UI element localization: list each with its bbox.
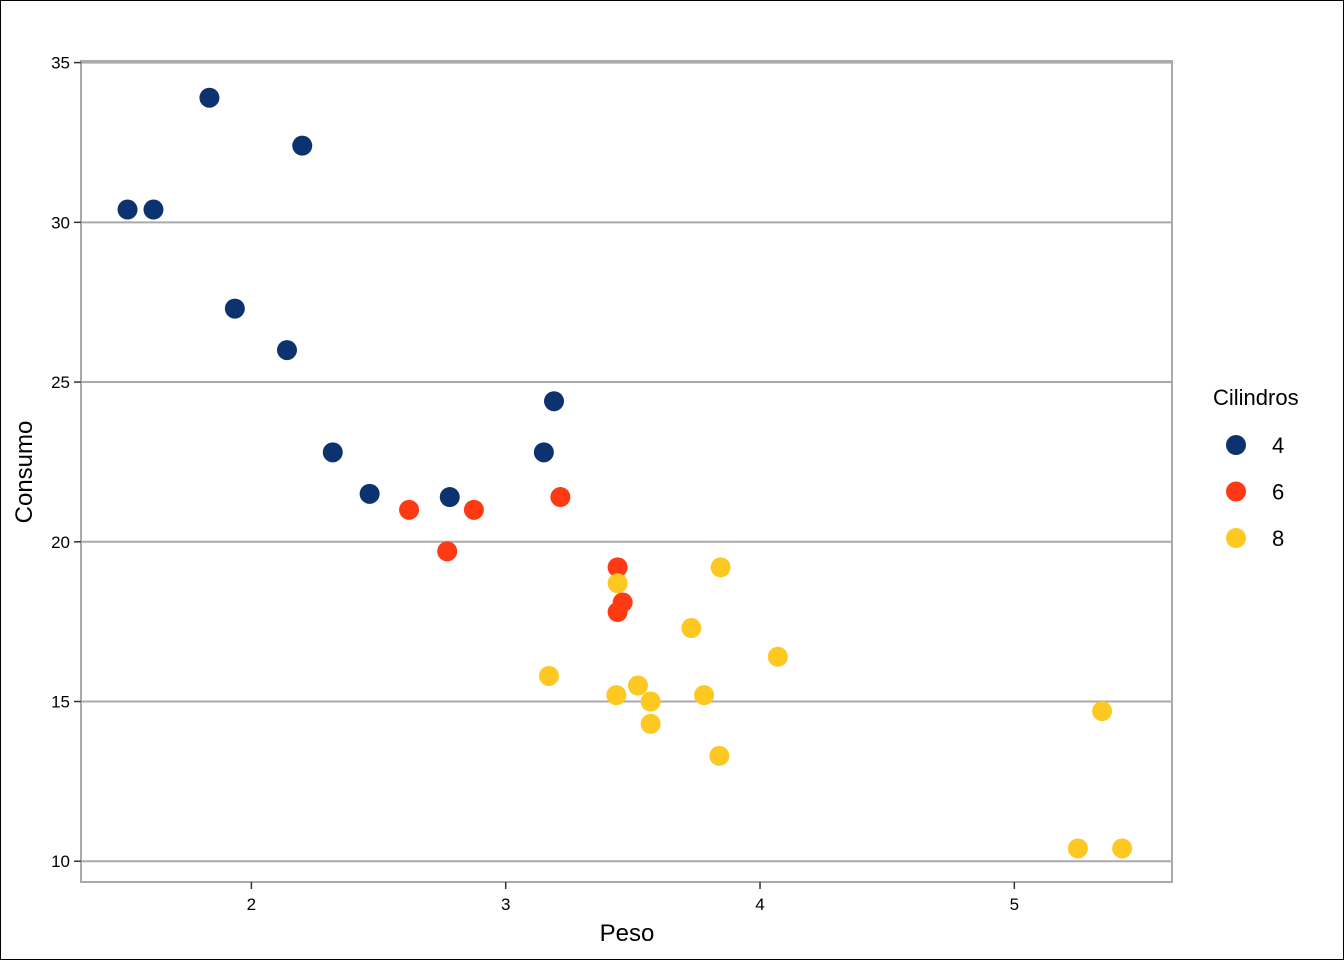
grid-lines — [81, 61, 1172, 863]
point-cyl-8 — [1112, 838, 1133, 859]
point-cyl-4 — [117, 199, 138, 220]
point-cyl-4 — [199, 87, 220, 108]
legend-marker-4 — [1226, 435, 1246, 455]
point-cyl-6 — [607, 557, 628, 578]
point-cyl-8 — [627, 675, 648, 696]
y-tick-label: 35 — [51, 54, 70, 73]
point-cyl-8 — [1092, 701, 1113, 722]
point-cyl-8 — [710, 557, 731, 578]
y-tick-label: 15 — [51, 693, 70, 712]
legend-marker-8 — [1226, 528, 1246, 548]
x-tick-label: 2 — [247, 895, 256, 914]
y-tick-label: 20 — [51, 533, 70, 552]
point-cyl-8 — [640, 713, 661, 734]
point-cyl-8 — [767, 646, 788, 667]
legend-marker-6 — [1226, 481, 1246, 502]
point-cyl-4 — [292, 135, 313, 156]
x-axis-label: Peso — [600, 920, 655, 947]
plot-panel-border — [80, 60, 1173, 883]
point-cyl-8 — [681, 618, 702, 639]
point-cyl-6 — [399, 499, 420, 520]
point-cyl-4 — [544, 391, 565, 412]
point-cyl-4 — [533, 442, 554, 463]
point-cyl-8 — [694, 685, 715, 706]
point-cyl-4 — [322, 442, 343, 463]
point-cyl-8 — [1067, 838, 1088, 859]
x-tick-label: 5 — [1010, 895, 1019, 914]
point-cyl-6 — [612, 592, 633, 613]
point-cyl-8 — [538, 665, 559, 686]
point-cyl-6 — [550, 487, 571, 508]
y-tick-label: 10 — [51, 852, 70, 871]
point-cyl-6 — [463, 499, 484, 520]
y-tick-label: 30 — [51, 213, 70, 232]
legend-title: Cilindros — [1213, 385, 1299, 410]
y-tick-label: 25 — [51, 373, 70, 392]
y-axis-label: Consumo — [11, 421, 38, 524]
point-cyl-4 — [224, 298, 245, 319]
point-cyl-8 — [606, 685, 627, 706]
legend-label-6: 6 — [1272, 480, 1284, 505]
x-tick-label: 4 — [755, 895, 764, 914]
point-cyl-4 — [276, 340, 297, 361]
point-cyl-8 — [607, 573, 628, 594]
legend-label-8: 8 — [1272, 526, 1284, 551]
point-cyl-8 — [709, 745, 730, 766]
y-axis: 10 15 20 25 30 35 — [51, 54, 81, 871]
x-tick-label: 3 — [501, 895, 510, 914]
point-cyl-4 — [143, 199, 164, 220]
legend: Cilindros 4 6 8 — [1213, 385, 1299, 551]
point-cyl-4 — [359, 483, 380, 504]
data-points — [117, 87, 1133, 859]
legend-label-4: 4 — [1272, 433, 1284, 458]
x-axis: 2 3 4 5 — [247, 882, 1019, 914]
point-cyl-4 — [439, 487, 460, 508]
point-cyl-6 — [437, 541, 458, 562]
point-cyl-8 — [640, 691, 661, 712]
